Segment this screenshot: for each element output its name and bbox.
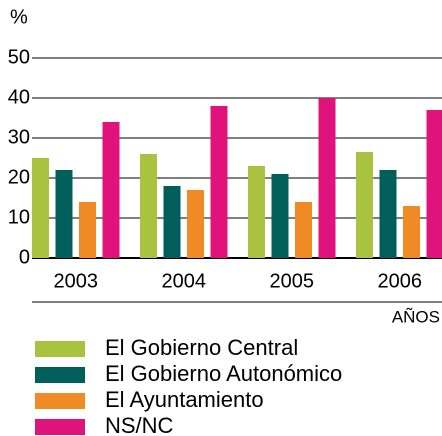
y-tick-label: 20: [8, 166, 30, 188]
y-tick-label: 10: [8, 206, 30, 228]
x-axis-label: AÑOS: [392, 307, 440, 326]
bar: [248, 166, 265, 258]
bar: [295, 202, 312, 258]
legend-label: NS/NC: [105, 413, 174, 436]
legend-swatch: [35, 419, 85, 435]
y-tick-label: 30: [8, 126, 30, 148]
x-tick-label: 2004: [162, 270, 207, 292]
bar: [79, 202, 96, 258]
bar: [140, 154, 157, 258]
bar: [32, 158, 49, 258]
x-tick-label: 2003: [54, 270, 99, 292]
legend-label: El Gobierno Central: [105, 335, 298, 360]
legend-label: El Gobierno Autonómico: [105, 361, 342, 386]
legend-label: El Ayuntamiento: [105, 387, 264, 412]
bar: [210, 106, 228, 258]
x-tick-label: 2006: [378, 270, 423, 292]
y-axis-label: %: [10, 6, 28, 28]
y-tick-label: 0: [19, 246, 30, 268]
y-tick-label: 50: [8, 46, 30, 68]
bar: [379, 170, 397, 258]
bar: [271, 174, 289, 258]
bar: [55, 170, 73, 258]
legend-swatch: [35, 341, 85, 357]
bar: [102, 122, 120, 258]
bar: [318, 98, 336, 258]
bar: [163, 186, 181, 258]
y-tick-label: 40: [8, 86, 30, 108]
bar: [426, 110, 442, 258]
bar: [356, 152, 373, 258]
legend-swatch: [35, 393, 85, 409]
bar: [187, 190, 204, 258]
bar: [403, 206, 420, 258]
legend-swatch: [35, 367, 85, 383]
x-tick-label: 2005: [270, 270, 315, 292]
